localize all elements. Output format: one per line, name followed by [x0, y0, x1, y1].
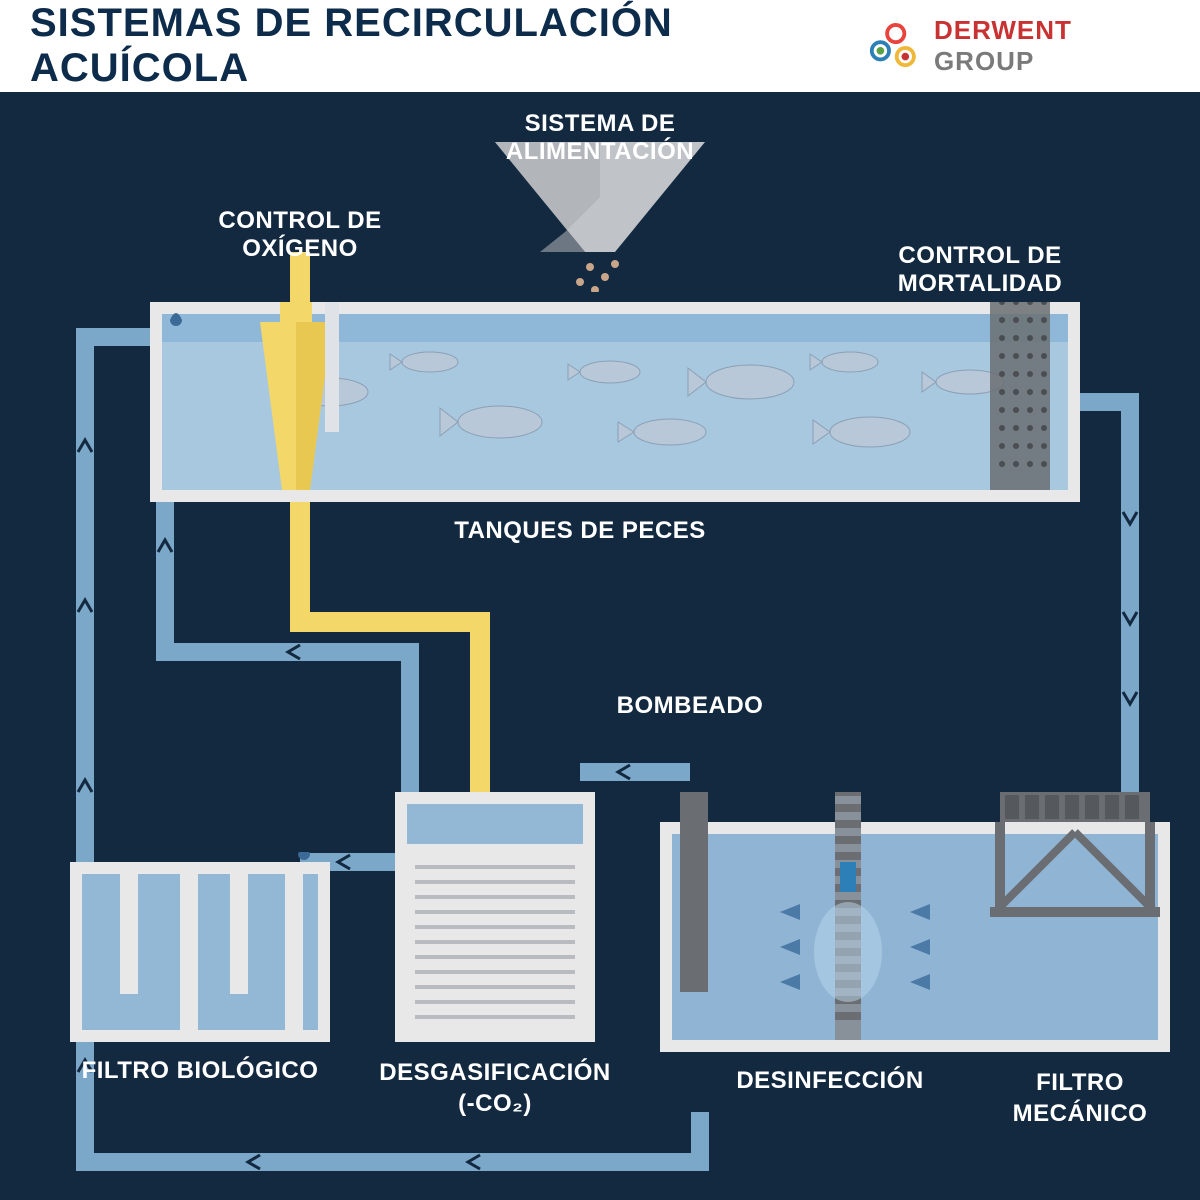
- degas-unit: [395, 792, 595, 1042]
- label-mortality: CONTROL DE MORTALIDAD: [820, 242, 1140, 298]
- diagram: SISTEMA DE ALIMENTACIÓN CONTROL DE OXÍGE…: [0, 92, 1200, 1200]
- brand-group: GROUP: [934, 46, 1034, 76]
- brand-derwent: DERWENT: [934, 15, 1072, 45]
- fish-tank: [150, 302, 1080, 502]
- logo-icon: [867, 21, 924, 71]
- label-degas-l2: (-CO₂): [458, 1090, 532, 1117]
- biofilter: [70, 852, 330, 1042]
- label-mechfilter-l1: FILTRO: [1036, 1069, 1124, 1096]
- label-mechfilter: FILTRO MECÁNICO: [990, 1067, 1170, 1129]
- label-oxygen: CONTROL DE OXÍGENO: [170, 207, 430, 263]
- brand-text: DERWENT GROUP: [934, 15, 1170, 77]
- label-degas-l1: DESGASIFICACIÓN: [379, 1059, 611, 1086]
- page-title: SISTEMAS DE RECIRCULACIÓN ACUÍCOLA: [30, 1, 867, 91]
- label-biofilter: FILTRO BIOLÓGICO: [80, 1057, 320, 1085]
- logo: DERWENT GROUP: [867, 15, 1170, 77]
- label-fishtanks: TANQUES DE PECES: [440, 517, 720, 545]
- label-pumping: BOMBEADO: [600, 692, 780, 720]
- header: SISTEMAS DE RECIRCULACIÓN ACUÍCOLA DERWE…: [0, 0, 1200, 92]
- label-degas: DESGASIFICACIÓN (-CO₂): [370, 1057, 620, 1119]
- label-feeding: SISTEMA DE ALIMENTACIÓN: [440, 110, 760, 166]
- label-mechfilter-l2: MECÁNICO: [1013, 1100, 1148, 1127]
- label-disinfection: DESINFECCIÓN: [720, 1067, 940, 1095]
- treatment-basin: [660, 792, 1170, 1052]
